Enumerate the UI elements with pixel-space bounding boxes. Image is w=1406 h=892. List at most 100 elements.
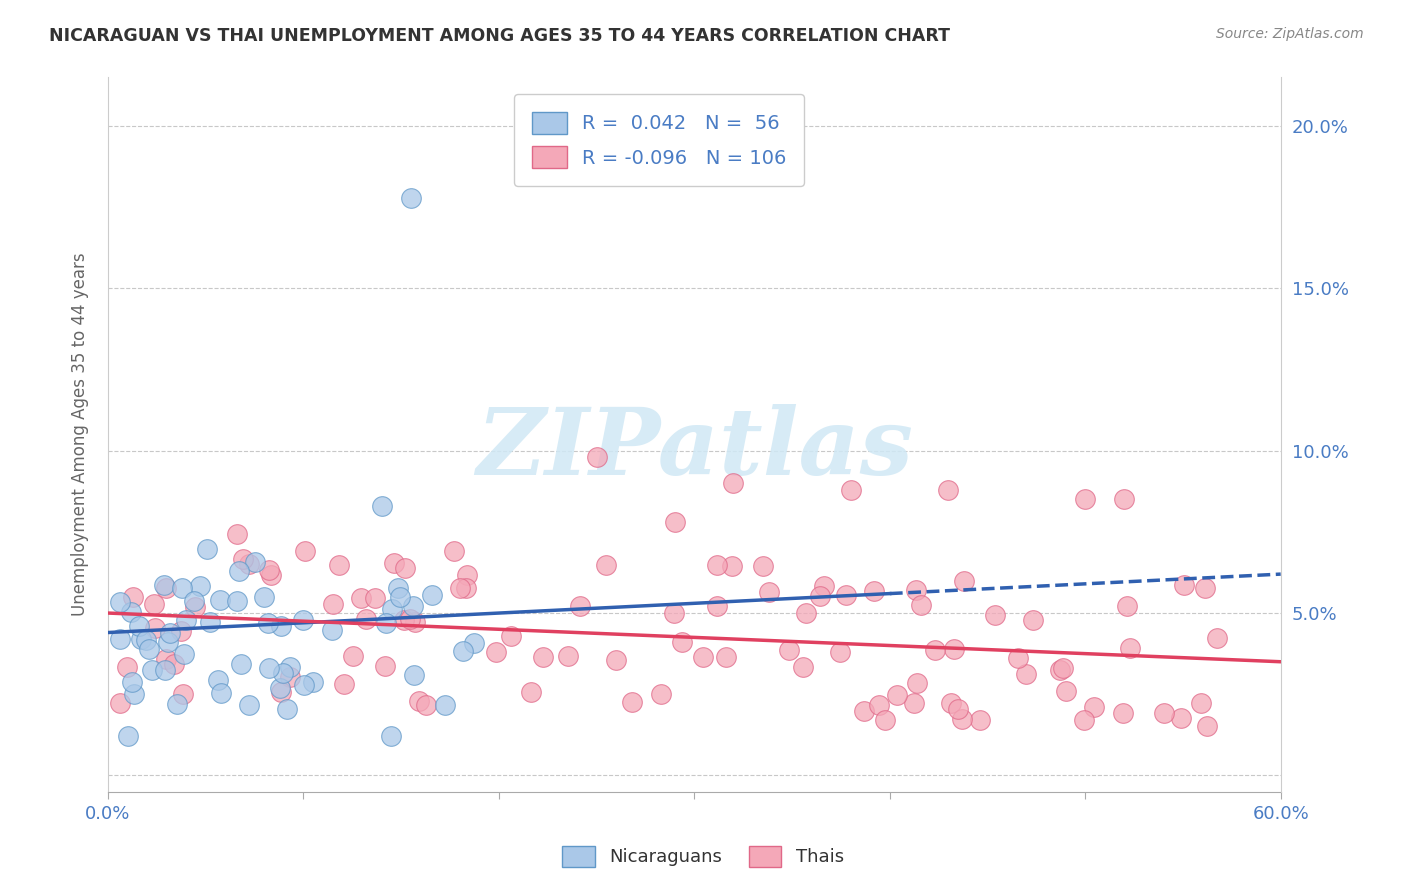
Point [692,650,714,665]
Point [173,647,195,661]
Point [402,599,425,614]
Point [415,698,437,712]
Point [135,633,157,648]
Point [342,648,364,663]
Point [714,650,737,665]
Point [950,712,973,726]
Point [332,677,354,691]
Point [117,660,139,674]
Point [1007,651,1029,665]
Point [143,597,166,611]
Point [188,579,211,593]
Point [752,559,775,574]
Point [1191,696,1213,710]
Legend: Nicaraguans, Thais: Nicaraguans, Thais [555,838,851,874]
Point [938,483,960,497]
Point [1049,663,1071,677]
Point [152,578,174,592]
Point [208,593,231,607]
Text: Source: ZipAtlas.com: Source: ZipAtlas.com [1216,27,1364,41]
Point [1173,578,1195,592]
Point [229,657,252,671]
Point [1119,640,1142,655]
Point [226,593,249,607]
Point [364,591,387,606]
Point [946,702,969,716]
Point [370,499,392,513]
Point [905,676,928,690]
Point [420,588,443,602]
Point [720,558,742,573]
Point [595,558,617,573]
Point [862,583,884,598]
Point [443,543,465,558]
Point [394,613,416,627]
Point [128,619,150,633]
Point [157,635,180,649]
Point [294,543,316,558]
Point [394,561,416,575]
Point [278,659,301,673]
Point [172,687,194,701]
Point [321,624,343,638]
Point [328,558,350,572]
Point [585,450,607,465]
Point [225,527,247,541]
Point [399,190,422,204]
Point [153,664,176,678]
Point [605,653,627,667]
Text: NICARAGUAN VS THAI UNEMPLOYMENT AMONG AGES 35 TO 44 YEARS CORRELATION CHART: NICARAGUAN VS THAI UNEMPLOYMENT AMONG AG… [49,27,950,45]
Point [830,645,852,659]
Point [853,704,876,718]
Point [943,642,966,657]
Point [389,590,412,604]
Point [174,613,197,627]
Point [380,730,402,744]
Point [671,635,693,649]
Point [209,686,232,700]
Point [569,599,592,613]
Point [278,670,301,684]
Point [531,650,554,665]
Point [238,698,260,713]
Point [1021,613,1043,627]
Point [1112,706,1135,720]
Point [387,582,409,596]
Point [1083,700,1105,714]
Point [108,632,131,647]
Point [835,588,858,602]
Point [257,616,280,631]
Point [620,695,643,709]
Point [706,558,728,573]
Point [813,579,835,593]
Point [270,684,292,698]
Point [108,595,131,609]
Point [1054,684,1077,698]
Point [232,552,254,566]
Point [170,624,193,638]
Point [122,590,145,604]
Point [905,582,928,597]
Point [434,698,457,713]
Point [120,605,142,619]
Point [451,643,474,657]
Point [399,612,422,626]
Point [292,613,315,627]
Point [184,599,207,614]
Point [792,660,814,674]
Point [166,697,188,711]
Point [778,643,800,657]
Point [1074,492,1097,507]
Point [839,483,862,497]
Point [557,648,579,663]
Point [463,635,485,649]
Point [374,659,396,673]
Point [1114,492,1136,507]
Legend: R =  0.042   N =  56, R = -0.096   N = 106: R = 0.042 N = 56, R = -0.096 N = 106 [515,95,804,186]
Point [155,581,177,595]
Point [903,696,925,710]
Y-axis label: Unemployment Among Ages 35 to 44 years: Unemployment Among Ages 35 to 44 years [72,252,89,616]
Point [723,476,745,491]
Point [121,675,143,690]
Point [1194,581,1216,595]
